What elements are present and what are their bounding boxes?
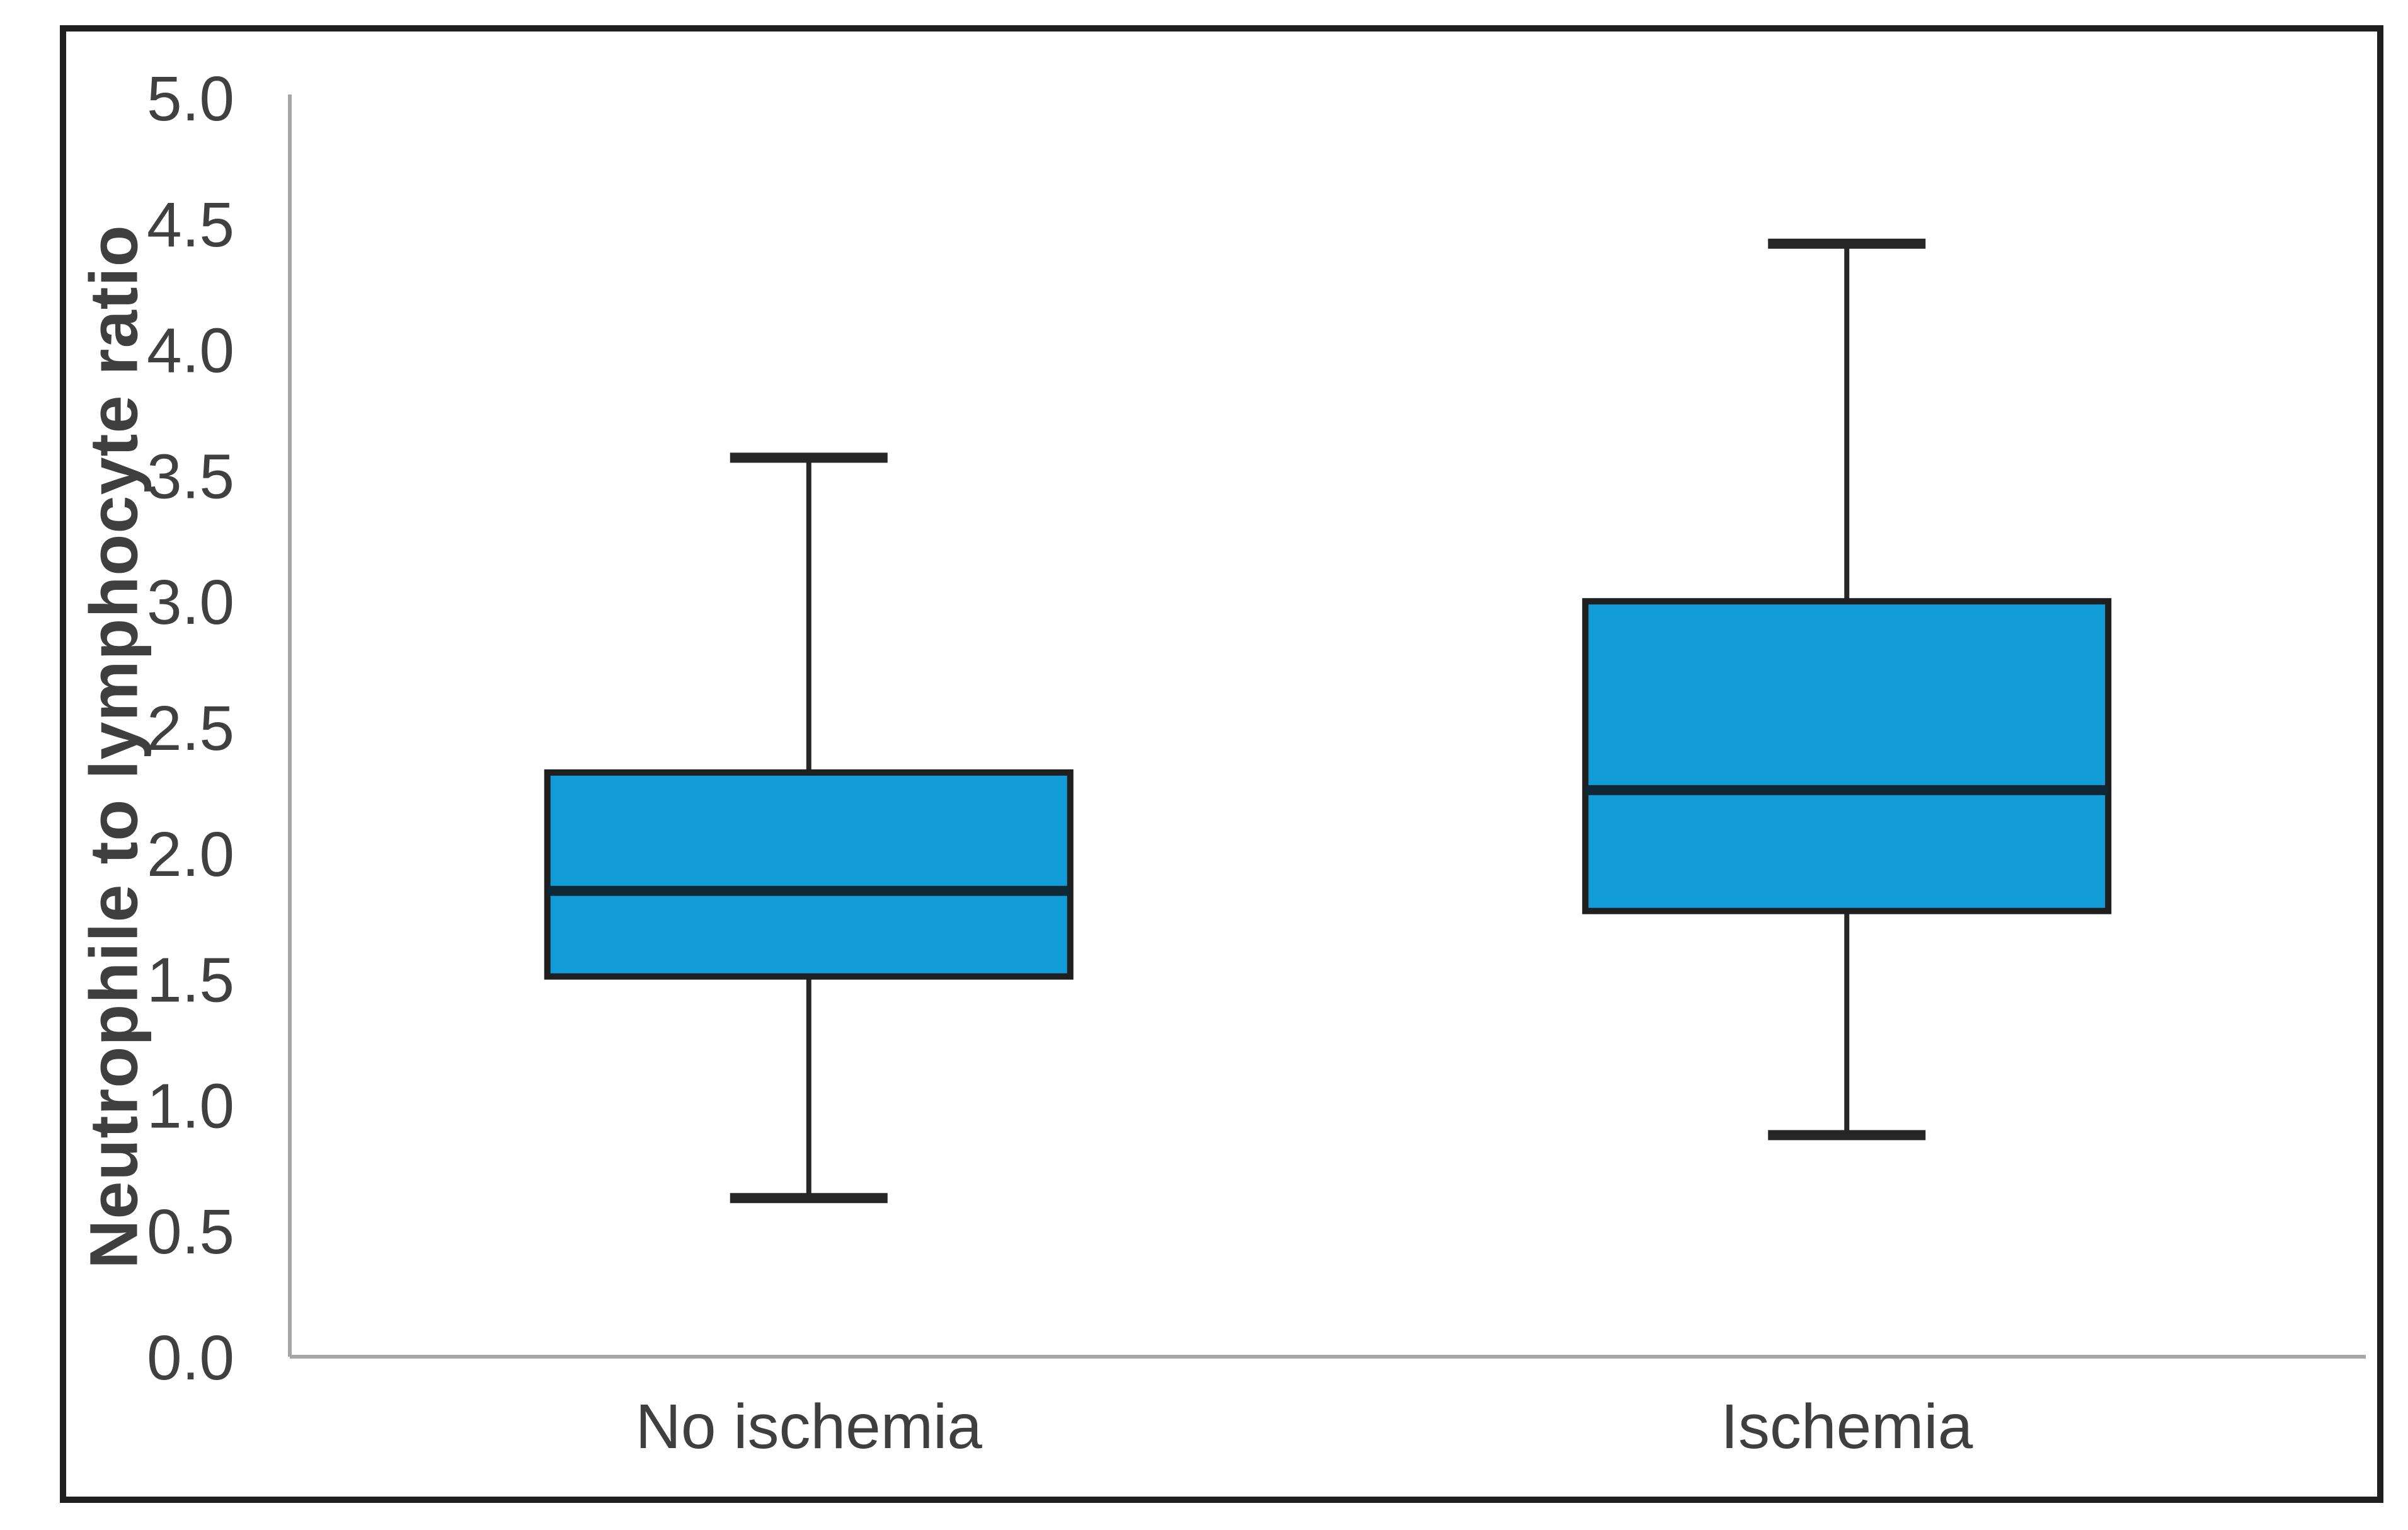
x-category-label-ischemia: Ischemia — [1721, 1391, 1973, 1462]
y-tick-label: 3.0 — [147, 567, 234, 638]
y-tick-label: 5.0 — [147, 64, 234, 134]
y-tick-label: 4.5 — [147, 190, 234, 260]
box-group-ischemia — [1582, 238, 2112, 1141]
figure-border — [60, 25, 2383, 1503]
y-tick-label: 3.5 — [147, 441, 234, 512]
y-tick-label: 2.5 — [147, 693, 234, 764]
box-group-no-ischemia — [544, 452, 1074, 1204]
y-tick-label: 4.0 — [147, 316, 234, 386]
y-tick-label: 0.5 — [147, 1197, 234, 1267]
y-tick-label: 1.0 — [147, 1071, 234, 1141]
box-ischemia — [1582, 598, 2112, 914]
y-tick-label: 1.5 — [147, 945, 234, 1016]
y-tick-label: 2.0 — [147, 819, 234, 890]
y-axis-title: Neutrophile to lymphocyte ratio — [75, 224, 152, 1269]
y-tick-label: 0.0 — [147, 1323, 234, 1393]
x-category-label-no-ischemia: No ischemia — [636, 1391, 983, 1462]
box-no-ischemia — [544, 769, 1074, 980]
